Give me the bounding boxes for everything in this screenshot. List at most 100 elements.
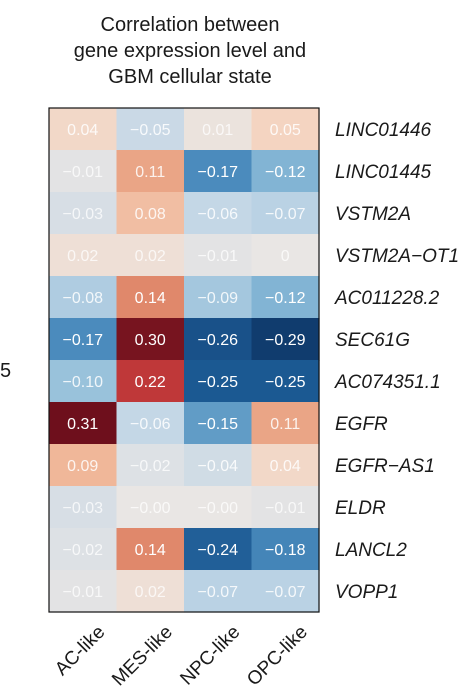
heatmap-cell xyxy=(116,276,185,319)
row-label: VSTM2A xyxy=(335,204,411,225)
cell-value-label: 0.08 xyxy=(135,206,166,223)
heatmap-cell xyxy=(184,150,253,193)
cell-value-label: −0.06 xyxy=(130,416,171,433)
heatmap-cell xyxy=(184,486,253,529)
heatmap-cell xyxy=(251,570,320,613)
heatmap-cell xyxy=(184,570,253,613)
cell-value-label: −0.17 xyxy=(63,332,104,349)
heatmap-cell xyxy=(49,150,118,193)
cell-value-label: 0.01 xyxy=(202,122,233,139)
cell-value-label: −0.01 xyxy=(198,248,239,265)
cell-value-label: −0.12 xyxy=(265,290,306,307)
heatmap-cell xyxy=(184,402,253,445)
heatmap-cell xyxy=(116,570,185,613)
column-label: OPC-like xyxy=(243,622,312,686)
cell-value-label: 0.11 xyxy=(270,416,300,433)
heatmap-cell xyxy=(251,402,320,445)
cell-value-label: −0.07 xyxy=(265,206,306,223)
heatmap-cell xyxy=(116,318,185,361)
title-line-3: GBM cellular state xyxy=(108,66,272,88)
cell-value-label: −0.18 xyxy=(265,542,306,559)
heatmap-cell xyxy=(251,444,320,487)
heatmap-cell xyxy=(184,360,253,403)
cell-value-label: 0.14 xyxy=(135,542,166,559)
cell-value-label: 0.02 xyxy=(135,248,166,265)
cell-value-label: −0.26 xyxy=(198,332,239,349)
heatmap-cell xyxy=(251,108,320,151)
row-label: LINC01445 xyxy=(335,162,432,183)
cell-value-label: −0.12 xyxy=(265,164,306,181)
heatmap-cell xyxy=(184,276,253,319)
row-label: LINC01446 xyxy=(335,120,432,141)
cell-value-label: −0.07 xyxy=(198,584,239,601)
column-label: NPC-like xyxy=(176,622,244,686)
cell-value-label: −0.03 xyxy=(63,500,104,517)
cell-value-label: −0.02 xyxy=(63,542,104,559)
title-line-2: gene expression level and xyxy=(73,40,307,62)
cell-value-label: −0.25 xyxy=(265,374,306,391)
cell-value-label: −0.09 xyxy=(198,290,239,307)
column-label: MES-like xyxy=(108,622,177,686)
heatmap-cell xyxy=(116,192,185,235)
heatmap-cell xyxy=(184,192,253,235)
cell-value-label: −0.17 xyxy=(198,164,239,181)
heatmap-cell xyxy=(116,108,185,151)
cell-value-label: −0.29 xyxy=(265,332,306,349)
heatmap-cell xyxy=(116,444,185,487)
cell-value-label: −0.10 xyxy=(63,374,104,391)
heatmap-cell xyxy=(49,318,118,361)
row-label: AC074351.1 xyxy=(334,372,441,393)
cell-value-label: −0.24 xyxy=(198,542,239,559)
heatmap-cell xyxy=(184,108,253,151)
heatmap-cell xyxy=(251,150,320,193)
heatmap-cell xyxy=(251,486,320,529)
cell-value-label: −0.04 xyxy=(198,458,239,475)
row-label: SEC61G xyxy=(335,330,410,351)
heatmap-cell xyxy=(49,234,118,277)
column-label: AC-like xyxy=(51,622,109,680)
row-label: LANCL2 xyxy=(335,540,407,561)
cell-value-label: 0.30 xyxy=(135,332,166,349)
cell-value-label: 0.14 xyxy=(135,290,166,307)
row-label: ELDR xyxy=(335,498,386,519)
cell-value-label: −0.00 xyxy=(130,500,171,517)
heatmap-cell xyxy=(184,234,253,277)
heatmap-cell xyxy=(49,486,118,529)
row-label: AC011228.2 xyxy=(334,288,440,309)
heatmap-cell xyxy=(116,402,185,445)
heatmap-cell xyxy=(116,150,185,193)
heatmap-frame xyxy=(48,107,320,613)
heatmap-cell xyxy=(49,402,118,445)
heatmap-cell xyxy=(184,318,253,361)
cell-value-label: 0.02 xyxy=(67,248,98,265)
heatmap-cell xyxy=(116,486,185,529)
heatmap-cell xyxy=(184,444,253,487)
cell-value-label: −0.01 xyxy=(63,584,104,601)
heatmap-cell xyxy=(251,528,320,571)
cell-value-label: −0.03 xyxy=(63,206,104,223)
heatmap-cell xyxy=(116,360,185,403)
cell-value-label: 0.04 xyxy=(67,122,98,139)
heatmap-cell xyxy=(251,234,320,277)
stray-label: 5 xyxy=(0,360,12,382)
heatmap-cell xyxy=(49,276,118,319)
heatmap-cell xyxy=(116,528,185,571)
row-label: VSTM2A−OT1 xyxy=(335,246,459,267)
heatmap-cell xyxy=(251,318,320,361)
cell-value-label: −0.06 xyxy=(198,206,239,223)
heatmap-cell xyxy=(116,234,185,277)
cell-value-label: −0.08 xyxy=(63,290,104,307)
heatmap-cell xyxy=(49,528,118,571)
heatmap-cell xyxy=(251,276,320,319)
cell-value-label: 0.31 xyxy=(67,416,98,433)
heatmap-cell xyxy=(184,528,253,571)
cell-value-label: −0.00 xyxy=(198,500,239,517)
heatmap-cell xyxy=(49,444,118,487)
cell-value-label: −0.15 xyxy=(198,416,239,433)
heatmap-cell xyxy=(49,360,118,403)
cell-value-label: 0.22 xyxy=(135,374,166,391)
cell-value-label: −0.01 xyxy=(265,500,306,517)
cell-value-label: 0.02 xyxy=(135,584,166,601)
cell-value-label: −0.02 xyxy=(130,458,171,475)
